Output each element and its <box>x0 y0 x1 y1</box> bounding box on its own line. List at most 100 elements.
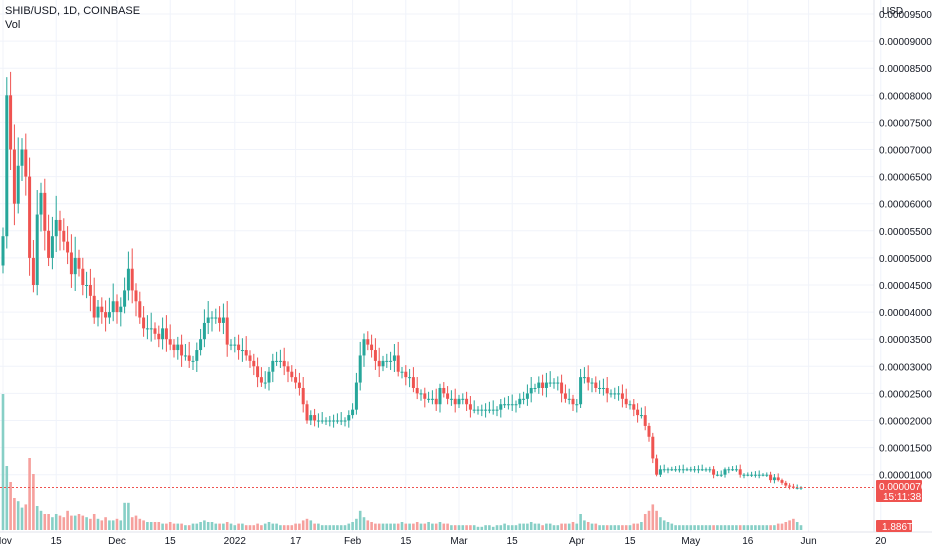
candle-body <box>214 317 218 319</box>
candle-body <box>39 192 43 215</box>
x-axis[interactable]: Nov 15 Dec 15 2022 17 Feb 15 Mar 15 Apr 15 May 16 Jun 2… <box>0 536 887 547</box>
volume-bar <box>81 515 85 530</box>
volume-bar <box>153 522 157 530</box>
last-price-tag: 0.00000763 15:11:38 <box>876 480 932 503</box>
volume-bar <box>647 510 651 530</box>
candle-body <box>491 409 495 411</box>
candle-body <box>111 301 115 313</box>
candle-body <box>434 398 438 405</box>
candle-body <box>423 393 427 399</box>
candle-body <box>290 371 294 378</box>
candle-body <box>670 469 674 471</box>
volume-bar <box>602 525 605 530</box>
candle-body <box>525 393 529 399</box>
y-tick-label: 0.00006000 <box>879 200 932 211</box>
candle-body <box>662 469 666 471</box>
volume-bar <box>693 525 696 530</box>
volume-bar <box>404 523 408 530</box>
volume-bar <box>366 520 370 530</box>
volume-bar <box>225 522 229 530</box>
candle-body <box>449 398 453 400</box>
candle-body <box>404 371 408 378</box>
candle-body <box>358 355 362 383</box>
candle-body <box>647 425 651 437</box>
candle-body <box>210 317 214 319</box>
candle-body <box>541 382 545 388</box>
volume-bar <box>704 525 708 530</box>
candle-body <box>503 404 507 406</box>
volume-bar <box>199 522 202 530</box>
symbol-title[interactable]: SHIB/USD, 1D, COINBASE <box>5 5 141 17</box>
volume-bar <box>320 525 324 530</box>
volume-bar <box>9 482 12 530</box>
volume-bar <box>115 518 119 530</box>
candle-body <box>66 241 70 253</box>
y-tick-label: 0.00005500 <box>879 227 932 238</box>
volume-bar <box>111 520 115 530</box>
x-tick-label: 20 <box>875 536 887 547</box>
x-tick-label: 16 <box>742 536 754 547</box>
y-tick-label: 0.00005000 <box>879 254 932 265</box>
candle-body <box>719 474 723 476</box>
candle-body <box>286 366 290 372</box>
volume-bar <box>643 514 647 530</box>
volume-bar <box>450 525 453 530</box>
y-tick-label: 0.00001500 <box>879 444 932 455</box>
volume-bar <box>222 523 225 530</box>
candle-body <box>263 382 267 384</box>
candle-body <box>130 268 134 291</box>
candle-body <box>685 469 689 471</box>
x-tick-label: Dec <box>108 536 126 547</box>
candle-body <box>472 409 476 411</box>
volume-bar <box>628 525 632 530</box>
volume-bar <box>210 522 214 530</box>
volume-bar <box>716 525 719 530</box>
candle-body <box>5 95 9 237</box>
y-axis[interactable]: 0.00009500 0.00009000 0.00008500 0.00008000… <box>879 10 932 482</box>
volume-bar <box>347 523 351 530</box>
volume-bar <box>484 525 487 530</box>
volume-bar <box>385 523 389 530</box>
volume-bar <box>461 525 465 530</box>
volume-bar <box>491 526 495 530</box>
volume-bar <box>275 523 278 530</box>
volume-bar <box>35 506 39 530</box>
volume-bar <box>507 525 510 530</box>
candle-body <box>700 469 704 471</box>
volume-indicator-label[interactable]: Vol <box>5 19 21 31</box>
candle-body <box>681 469 685 471</box>
volume-bar <box>750 525 753 530</box>
x-tick-label: May <box>681 536 700 547</box>
candle-body <box>12 149 16 204</box>
volume-bar <box>66 510 69 530</box>
candle-body <box>795 487 799 489</box>
candle-body <box>123 290 127 307</box>
candle-body <box>693 469 697 471</box>
candle-body <box>157 333 161 340</box>
candle-body <box>419 393 423 395</box>
volume-bar <box>176 523 180 530</box>
y-tick-label: 0.00002500 <box>879 389 932 400</box>
x-tick-label: 15 <box>165 536 177 547</box>
volume-bar <box>784 522 788 530</box>
candle-body <box>731 469 735 471</box>
volume-bar <box>5 466 9 530</box>
volume-bar <box>636 523 639 530</box>
volume-bar <box>453 525 457 530</box>
candle-body <box>643 415 647 426</box>
x-tick-label: Mar <box>450 536 468 547</box>
volume-bar <box>533 523 537 530</box>
volume-bar <box>396 523 400 530</box>
volume-bar <box>324 525 328 530</box>
volume-bars <box>1 394 803 530</box>
candle-body <box>54 219 58 237</box>
candle-body <box>446 393 450 399</box>
y-tick-label: 0.00007500 <box>879 118 932 129</box>
volume-bar <box>92 514 96 530</box>
candle-body <box>529 387 533 394</box>
grid-lines <box>0 0 882 532</box>
volume-bar <box>434 523 438 530</box>
candle-body <box>579 377 583 405</box>
volume-bar <box>727 525 731 530</box>
